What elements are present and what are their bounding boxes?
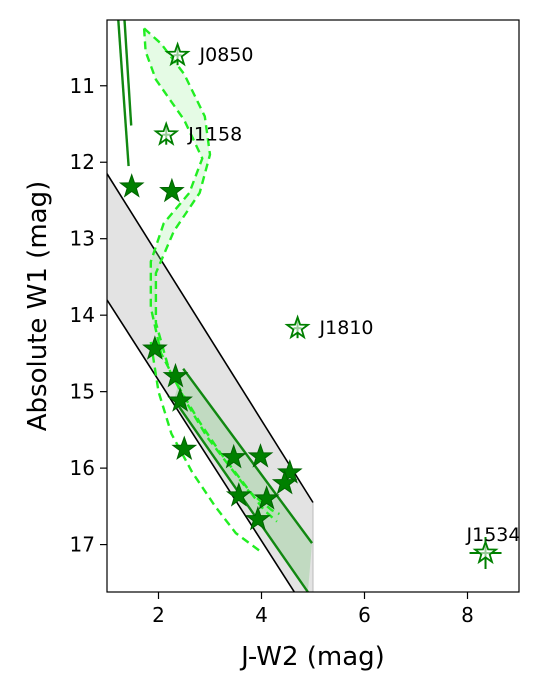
- model-fill: [144, 28, 280, 522]
- dashed-curve-right: [143, 27, 281, 516]
- filled-star-12: [271, 469, 298, 495]
- open-star-marker: [472, 539, 499, 565]
- filled-star-3: [162, 362, 189, 388]
- band-lower-line: [107, 299, 296, 592]
- x-axis-label: J-W2 (mag): [239, 642, 385, 672]
- annotation-J1810: J1810: [319, 317, 374, 339]
- y-tick-label: 16: [70, 456, 95, 480]
- x-tick-label: 8: [461, 603, 474, 627]
- dashed-curve-inner: [149, 341, 263, 554]
- y-tick-label: 13: [70, 227, 95, 251]
- dashed-model-curves: [142, 27, 281, 554]
- annotation-J0850: J0850: [199, 44, 254, 66]
- y-tick-label: 11: [70, 74, 95, 98]
- filled-stars: [118, 173, 303, 531]
- x-tick-label: 4: [255, 603, 268, 627]
- open-star-marker: [284, 314, 311, 340]
- open-stars: [153, 41, 502, 569]
- x-axis-ticks: 2 4 6 8: [152, 592, 474, 627]
- plot-area: [107, 20, 502, 592]
- y-axis-ticks: 11 12 13 14 15 16 17: [70, 74, 107, 557]
- y-tick-label: 14: [70, 303, 95, 327]
- x-tick-label: 6: [358, 603, 371, 627]
- filled-star-10: [245, 505, 271, 531]
- band-upper-line: [107, 173, 314, 503]
- filled-star-9: [253, 485, 280, 510]
- open-star-J1810: [284, 314, 311, 340]
- filled-star-1: [159, 177, 185, 203]
- dashed-curve-left: [142, 28, 278, 523]
- open-star-marker: [164, 41, 191, 67]
- green-band-fill: [173, 368, 312, 592]
- gray-band-fill: [107, 173, 313, 592]
- plot-frame: [106, 19, 520, 593]
- open-star-J1534: [469, 537, 502, 569]
- filled-star-7: [247, 443, 274, 468]
- x-tick-label: 2: [152, 603, 165, 627]
- filled-star-2: [142, 335, 168, 360]
- filled-star-11: [276, 459, 303, 484]
- y-tick-label: 17: [70, 533, 95, 557]
- filled-star-6: [220, 443, 247, 469]
- green-track-0: [117, 20, 130, 167]
- annotation-J1158: J1158: [187, 124, 242, 146]
- open-star-marker: [153, 120, 180, 146]
- green-shaded-band: [173, 368, 312, 592]
- open-star-J0850: [164, 41, 191, 67]
- star-annotations: J0850 J1158 J1810 J1534: [187, 44, 520, 546]
- open-star-J1158: [153, 120, 180, 146]
- green-track-2: [182, 367, 313, 544]
- filled-star-8: [225, 482, 252, 507]
- annotation-J1534: J1534: [466, 524, 521, 546]
- filled-star-5: [171, 435, 198, 460]
- filled-star-4: [167, 387, 193, 412]
- y-axis-label: Absolute W1 (mag): [23, 181, 53, 431]
- green-track-1: [123, 20, 133, 126]
- y-tick-label: 15: [70, 380, 95, 404]
- filled-star-0: [118, 173, 145, 198]
- gray-band: [107, 173, 314, 592]
- y-tick-label: 12: [70, 150, 95, 174]
